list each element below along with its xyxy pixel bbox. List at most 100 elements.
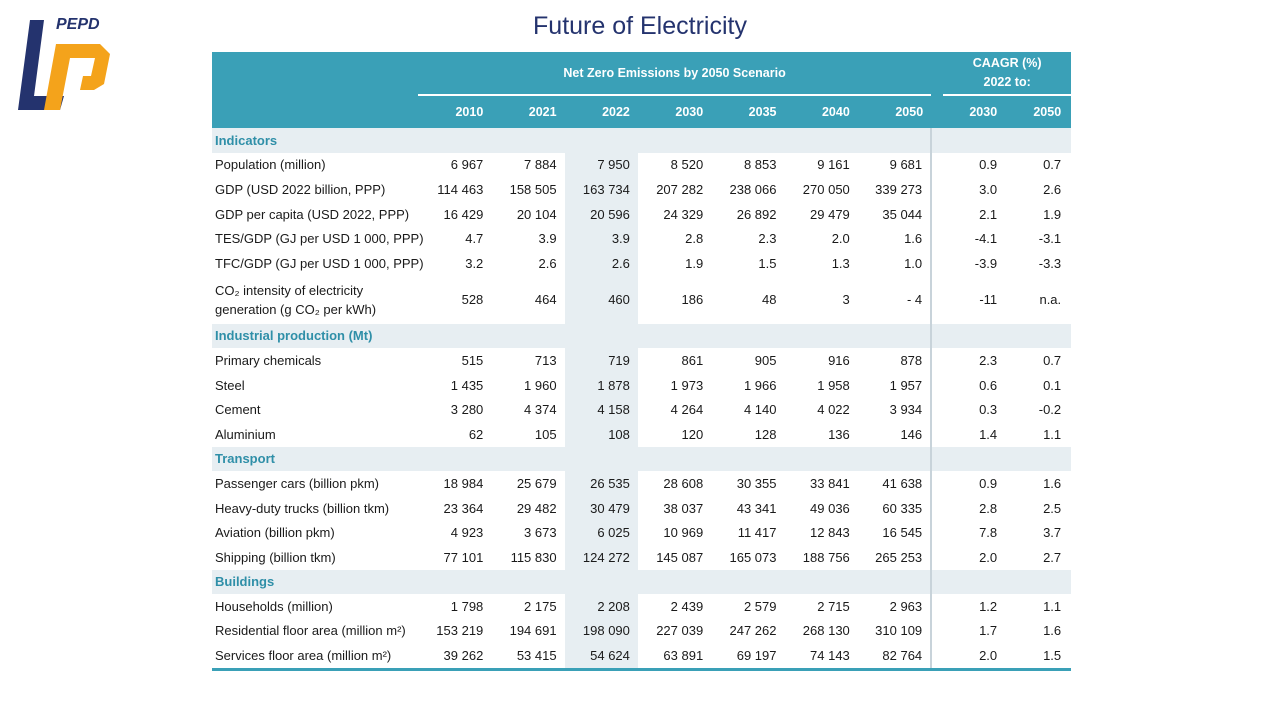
section-header-row: Buildings: [212, 569, 1072, 595]
caagr-cell: 3.7: [1043, 525, 1062, 541]
caagr-cell: 2.0: [979, 549, 998, 565]
caagr-cell: 0.3: [979, 402, 998, 418]
caagr-cell: -0.2: [1038, 402, 1062, 418]
row-label: Heavy-duty trucks (billion tkm): [215, 500, 390, 516]
row-label: Households (million): [215, 598, 333, 614]
value-cell: 77 101: [443, 549, 484, 565]
value-cell: 713: [534, 352, 557, 368]
caagr-cell: -3.3: [1038, 255, 1062, 271]
value-cell: 128: [754, 426, 777, 442]
table-row: Primary chemicals 515 713 719 861 905 916 878 2.…: [212, 348, 1071, 373]
value-cell: 163 734: [564, 177, 638, 202]
value-cell: 2 963: [889, 598, 923, 614]
caagr-cell: 1.6: [1043, 475, 1062, 491]
value-cell: 48: [762, 292, 777, 308]
table-row: Residential floor area (million m²) 153 2…: [212, 618, 1071, 644]
value-cell: 4.7: [465, 231, 484, 247]
caagr-cell: 2.1: [979, 206, 998, 222]
value-cell: 1.3: [831, 255, 850, 271]
value-cell: 115 830: [510, 549, 557, 565]
value-cell: 186: [681, 292, 704, 308]
row-label: TFC/GDP (GJ per USD 1 000, PPP): [215, 255, 424, 271]
value-cell: 3 934: [889, 402, 923, 418]
value-cell: 7 950: [564, 152, 638, 178]
value-cell: 1 435: [450, 377, 484, 393]
value-cell: 62: [468, 426, 484, 442]
scenario-header: Net Zero Emissions by 2050 Scenario: [418, 52, 932, 96]
header-row-top: Net Zero Emissions by 2050 Scenario CAAG…: [212, 52, 1072, 96]
table-row: Population (million) 6 967 7 884 7 950 8 520…: [212, 152, 1071, 178]
caagr-cell: 1.9: [1043, 206, 1062, 222]
year-header: 2035: [711, 95, 785, 128]
value-cell: 460: [564, 275, 638, 324]
value-cell: 28 608: [663, 475, 704, 491]
value-cell: 4 022: [817, 402, 850, 418]
value-cell: 9 161: [817, 157, 850, 173]
table-row: TFC/GDP (GJ per USD 1 000, PPP) 3.2 2.6 2.6…: [212, 250, 1071, 276]
value-cell: 74 143: [784, 643, 858, 671]
caagr-header-line2: 2022 to:: [983, 75, 1031, 89]
value-cell: 18 984: [443, 475, 484, 491]
value-cell: 26 535: [564, 471, 638, 496]
value-cell: 6 967: [450, 157, 484, 173]
caagr-cell: 2.8: [979, 500, 998, 516]
section-title: Transport: [212, 446, 418, 472]
value-cell: 1.6: [904, 231, 923, 247]
value-cell: 1 798: [450, 598, 484, 614]
value-cell: 33 841: [810, 475, 850, 491]
table-row: Aviation (billion pkm) 4 923 3 673 6 025 10 …: [212, 520, 1071, 545]
caagr-header-line1: CAAGR (%): [972, 56, 1042, 70]
value-cell: 1.0: [904, 255, 923, 271]
value-cell: 265 253: [875, 549, 923, 565]
value-cell: 4 158: [564, 397, 638, 422]
value-cell: 1 878: [564, 372, 638, 398]
value-cell: 7 884: [524, 157, 557, 173]
value-cell: 54 624: [564, 643, 638, 671]
row-label: Shipping (billion tkm): [215, 549, 336, 565]
caagr-cell: -4.1: [974, 231, 998, 247]
value-cell: 35 044: [882, 206, 923, 222]
data-table: Net Zero Emissions by 2050 Scenario CAAG…: [212, 52, 1072, 671]
value-cell: 268 130: [802, 623, 850, 639]
caagr-cell: -3.1: [1038, 231, 1062, 247]
section-header-row: Indicators: [212, 128, 1072, 153]
value-cell: 165 073: [729, 549, 777, 565]
value-cell: 26 892: [736, 206, 777, 222]
value-cell: 3: [842, 292, 850, 308]
section-title: Buildings: [212, 569, 418, 595]
row-label: Primary chemicals: [215, 352, 322, 368]
section-title: Industrial production (Mt): [212, 323, 418, 349]
value-cell: 3 280: [450, 402, 484, 418]
caagr-cell: 2.6: [1043, 181, 1062, 197]
row-label: GDP (USD 2022 billion, PPP): [215, 181, 386, 197]
value-cell: 1 960: [524, 377, 557, 393]
table-row: Shipping (billion tkm) 77 101 115 830 124 2…: [212, 544, 1071, 570]
value-cell: 2.3: [758, 231, 777, 247]
caagr-cell: -3.9: [974, 255, 998, 271]
year-header: 2021: [491, 95, 565, 128]
value-cell: 10 969: [663, 525, 704, 541]
caagr-cell: 1.2: [979, 598, 998, 614]
year-header: 2022: [564, 95, 638, 128]
table-row: Households (million) 1 798 2 175 2 208 2 439…: [212, 594, 1071, 619]
value-cell: 2 439: [670, 598, 704, 614]
table-row: GDP (USD 2022 billion, PPP) 114 463 158 50…: [212, 177, 1071, 202]
value-cell: 25 679: [516, 475, 557, 491]
value-cell: 188 756: [802, 549, 850, 565]
value-cell: 464: [534, 292, 557, 308]
value-cell: 4 264: [670, 402, 704, 418]
section-title: Indicators: [212, 128, 418, 153]
value-cell: 878: [900, 352, 923, 368]
table-row: Steel 1 435 1 960 1 878 1 973 1 966 1 958 1 957…: [212, 372, 1071, 398]
data-table-container: Net Zero Emissions by 2050 Scenario CAAG…: [212, 52, 1072, 671]
value-cell: 43 341: [736, 500, 777, 516]
year-header: 2050: [857, 95, 932, 128]
value-cell: 124 272: [564, 544, 638, 570]
value-cell: 39 262: [418, 643, 492, 671]
table-row: Aluminium 62 105 108 120 128 136 146 1.4 1.1: [212, 421, 1071, 447]
table-row: Cement 3 280 4 374 4 158 4 264 4 140 4 022 3 93…: [212, 397, 1071, 422]
section-header-row: Industrial production (Mt): [212, 323, 1072, 349]
value-cell: 310 109: [875, 623, 923, 639]
value-cell: 238 066: [729, 181, 777, 197]
caagr-cell: 1.4: [979, 426, 998, 442]
